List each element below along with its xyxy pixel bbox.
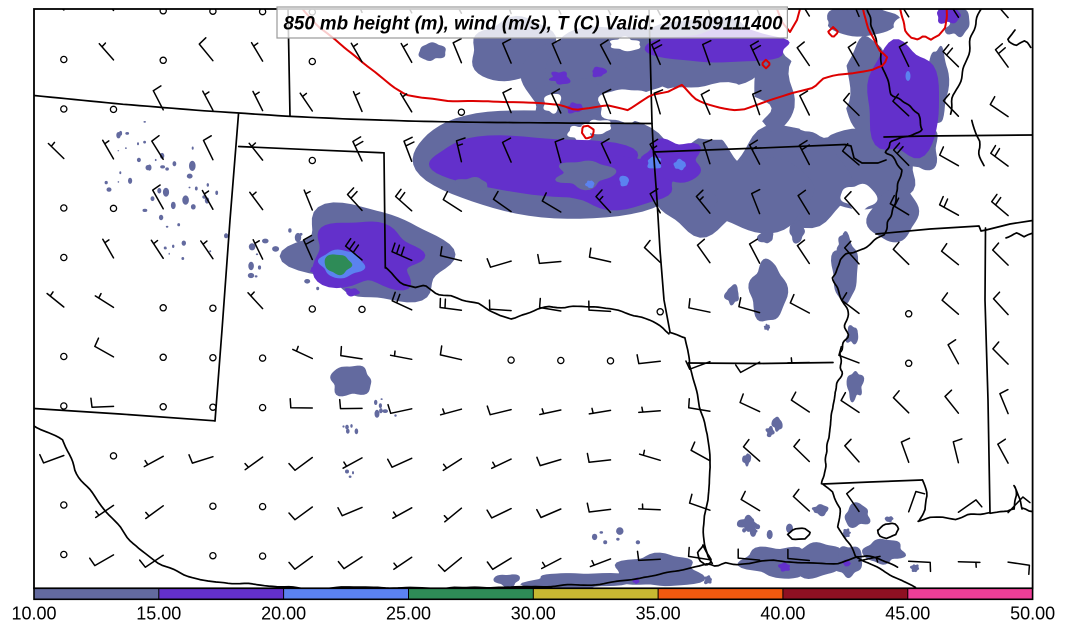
svg-text:25.00: 25.00 (386, 604, 431, 624)
svg-text:50.00: 50.00 (1010, 604, 1055, 624)
svg-text:15.00: 15.00 (136, 604, 181, 624)
svg-text:45.00: 45.00 (885, 604, 930, 624)
svg-text:30.00: 30.00 (511, 604, 556, 624)
svg-text:850 mb height (m), wind (m/s),: 850 mb height (m), wind (m/s), T (C) Val… (284, 13, 783, 35)
svg-text:20.00: 20.00 (261, 604, 306, 624)
svg-text:35.00: 35.00 (636, 604, 681, 624)
svg-text:40.00: 40.00 (760, 604, 805, 624)
svg-text:10.00: 10.00 (11, 604, 56, 624)
